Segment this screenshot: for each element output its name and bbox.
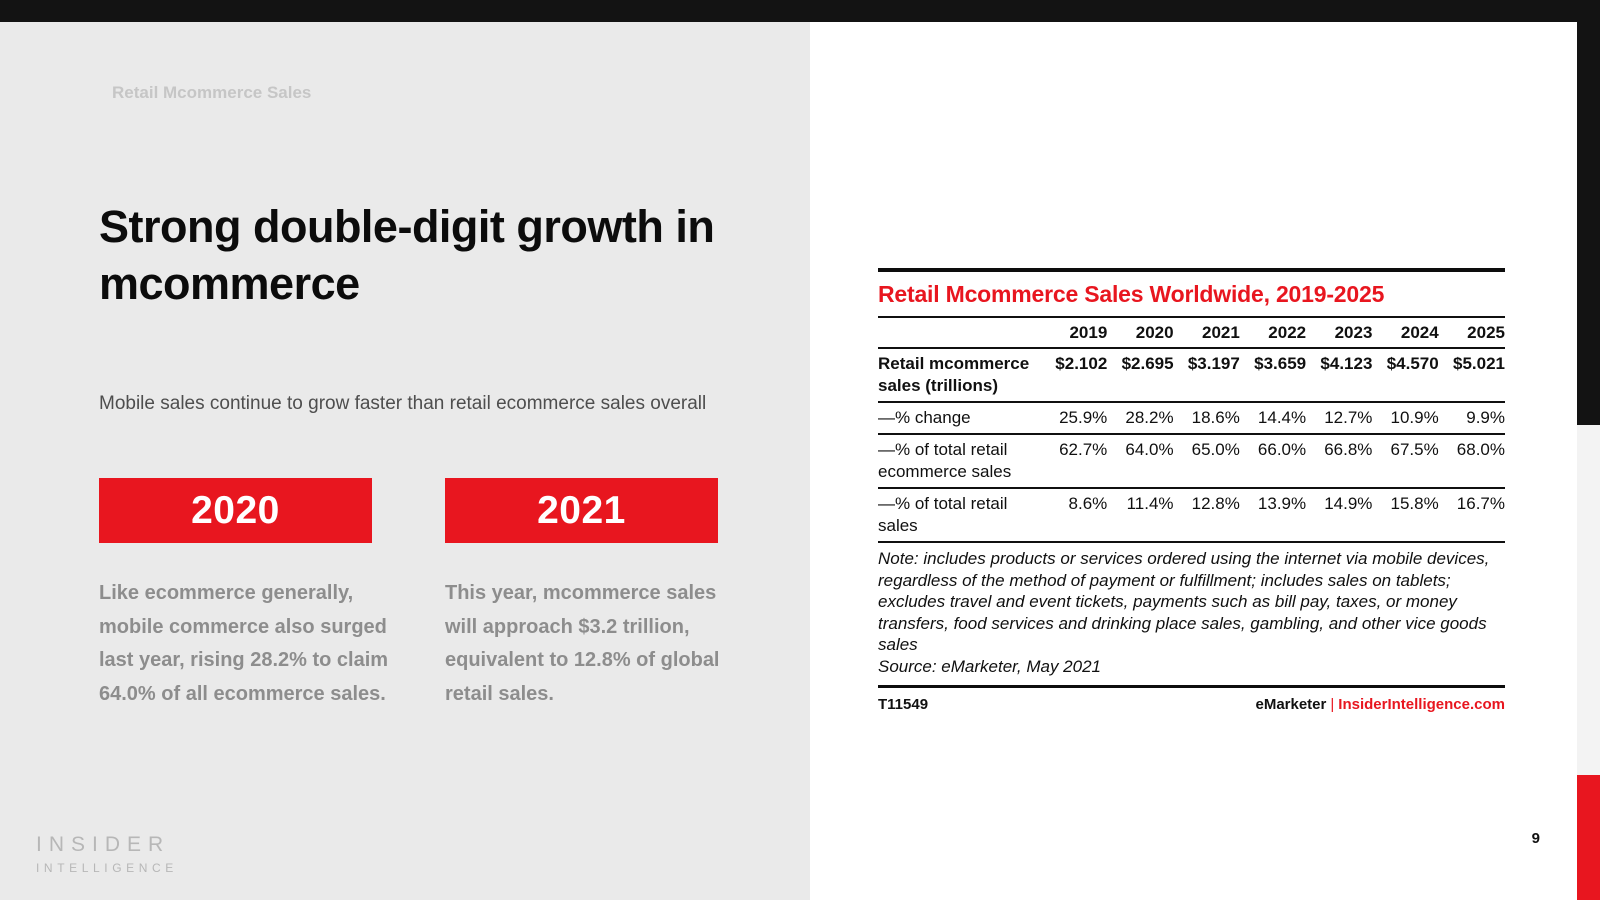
table-value-cell: 8.6% [1041,488,1108,543]
table-value-cell: 11.4% [1107,488,1174,543]
table-value-cell: $3.659 [1239,348,1307,403]
table-value-cell: $4.123 [1306,348,1373,403]
table-note: Note: includes products or services orde… [878,549,1490,654]
table-value-cell: 28.2% [1107,402,1174,435]
data-table: 2019 2020 2021 2022 2023 2024 2025 Retail mcom… [878,318,1505,543]
table-value-cell: 68.0% [1438,434,1505,489]
table-value-cell: 14.4% [1239,402,1307,435]
callout-text-2021: This year, mcommerce sales will approach… [445,582,720,705]
logo-line-insider: INSIDER [36,833,171,856]
table-value-cell: $5.021 [1438,348,1505,403]
table-header-row: 2019 2020 2021 2022 2023 2024 2025 [878,318,1505,349]
table-value-cell: 25.9% [1041,402,1108,435]
table-value-cell: 67.5% [1372,434,1439,489]
table-value-cell: 16.7% [1438,488,1505,543]
row-label-cell: —% of total retail sales [878,488,1041,543]
table-value-cell: 18.6% [1173,402,1240,435]
footer-separator: | [1330,696,1335,713]
table-value-cell: $4.570 [1372,348,1439,403]
row-label-cell: —% change [878,402,1041,435]
section-eyebrow-label: Retail Mcommerce Sales [112,83,312,102]
table-value-cell: 66.0% [1239,434,1307,489]
table-title: Retail Mcommerce Sales Worldwide, 2019-2… [878,272,1505,318]
year-header-cell: 2025 [1438,318,1505,349]
table-value-cell: 9.9% [1438,402,1505,435]
table-body: Retail mcommerce sales (trillions) $2.102… [878,348,1505,543]
table-value-cell: 65.0% [1173,434,1240,489]
row-label-cell: Retail mcommerce sales (trillions) [878,348,1041,403]
year-header-cell: 2019 [1041,318,1108,349]
table-brand-line: eMarketer | InsiderIntelligence.com [1255,696,1505,713]
table-row: Retail mcommerce sales (trillions) $2.102… [878,348,1505,403]
table-value-cell: $2.695 [1107,348,1174,403]
callout-2021: 2021 This year, mcommerce sales will app… [445,478,745,711]
year-badge-2020: 2020 [99,478,372,543]
callout-2020: 2020 Like ecommerce generally, mobile co… [99,478,399,711]
table-row: —% of total retail sales 8.6% 11.4% 12.8% 13… [878,488,1505,543]
table-value-cell: 14.9% [1306,488,1373,543]
table-value-cell: 66.8% [1306,434,1373,489]
right-edge-gray-bar [1577,425,1600,775]
table-source: Source: eMarketer, May 2021 [878,656,1102,676]
table-row: —% of total retail ecommerce sales 62.7% 6… [878,434,1505,489]
year-header-cell: 2021 [1173,318,1240,349]
emarketer-brand: eMarketer [1255,696,1327,713]
table-row: —% change 25.9% 28.2% 18.6% 14.4% 12.7% 10.9% 9… [878,402,1505,435]
right-edge-black-bar [1577,0,1600,425]
page-number: 9 [1531,830,1540,847]
slide-title: Strong double-digit growth in mcommerce [99,201,715,309]
right-edge-red-bar [1577,775,1600,900]
table-corner-cell [878,318,1041,349]
table-value-cell: 13.9% [1239,488,1307,543]
callout-text-2020: Like ecommerce generally, mobile commerc… [99,582,389,705]
table-notes-block: Note: includes products or services orde… [878,543,1505,688]
table-id: T11549 [878,696,929,713]
insider-intelligence-logo: INSIDER INTELLIGENCE [36,833,178,875]
data-table-card: Retail Mcommerce Sales Worldwide, 2019-2… [878,268,1505,713]
table-value-cell: $2.102 [1041,348,1108,403]
top-black-bar [0,0,1600,22]
logo-line-intelligence: INTELLIGENCE [36,861,178,875]
year-header-cell: 2024 [1372,318,1439,349]
table-value-cell: 12.8% [1173,488,1240,543]
year-header-cell: 2020 [1107,318,1174,349]
year-header-cell: 2022 [1239,318,1307,349]
table-value-cell: 10.9% [1372,402,1439,435]
row-label-cell: —% of total retail ecommerce sales [878,434,1041,489]
left-panel-background [0,22,810,900]
insider-intelligence-link[interactable]: InsiderIntelligence.com [1338,696,1505,713]
table-value-cell: 12.7% [1306,402,1373,435]
table-value-cell: 64.0% [1107,434,1174,489]
year-header-cell: 2023 [1306,318,1373,349]
table-value-cell: 62.7% [1041,434,1108,489]
table-value-cell: 15.8% [1372,488,1439,543]
table-footer: T11549 eMarketer | InsiderIntelligence.com [878,688,1505,713]
slide-subtitle: Mobile sales continue to grow faster tha… [99,393,707,414]
year-badge-2021: 2021 [445,478,718,543]
table-value-cell: $3.197 [1173,348,1240,403]
